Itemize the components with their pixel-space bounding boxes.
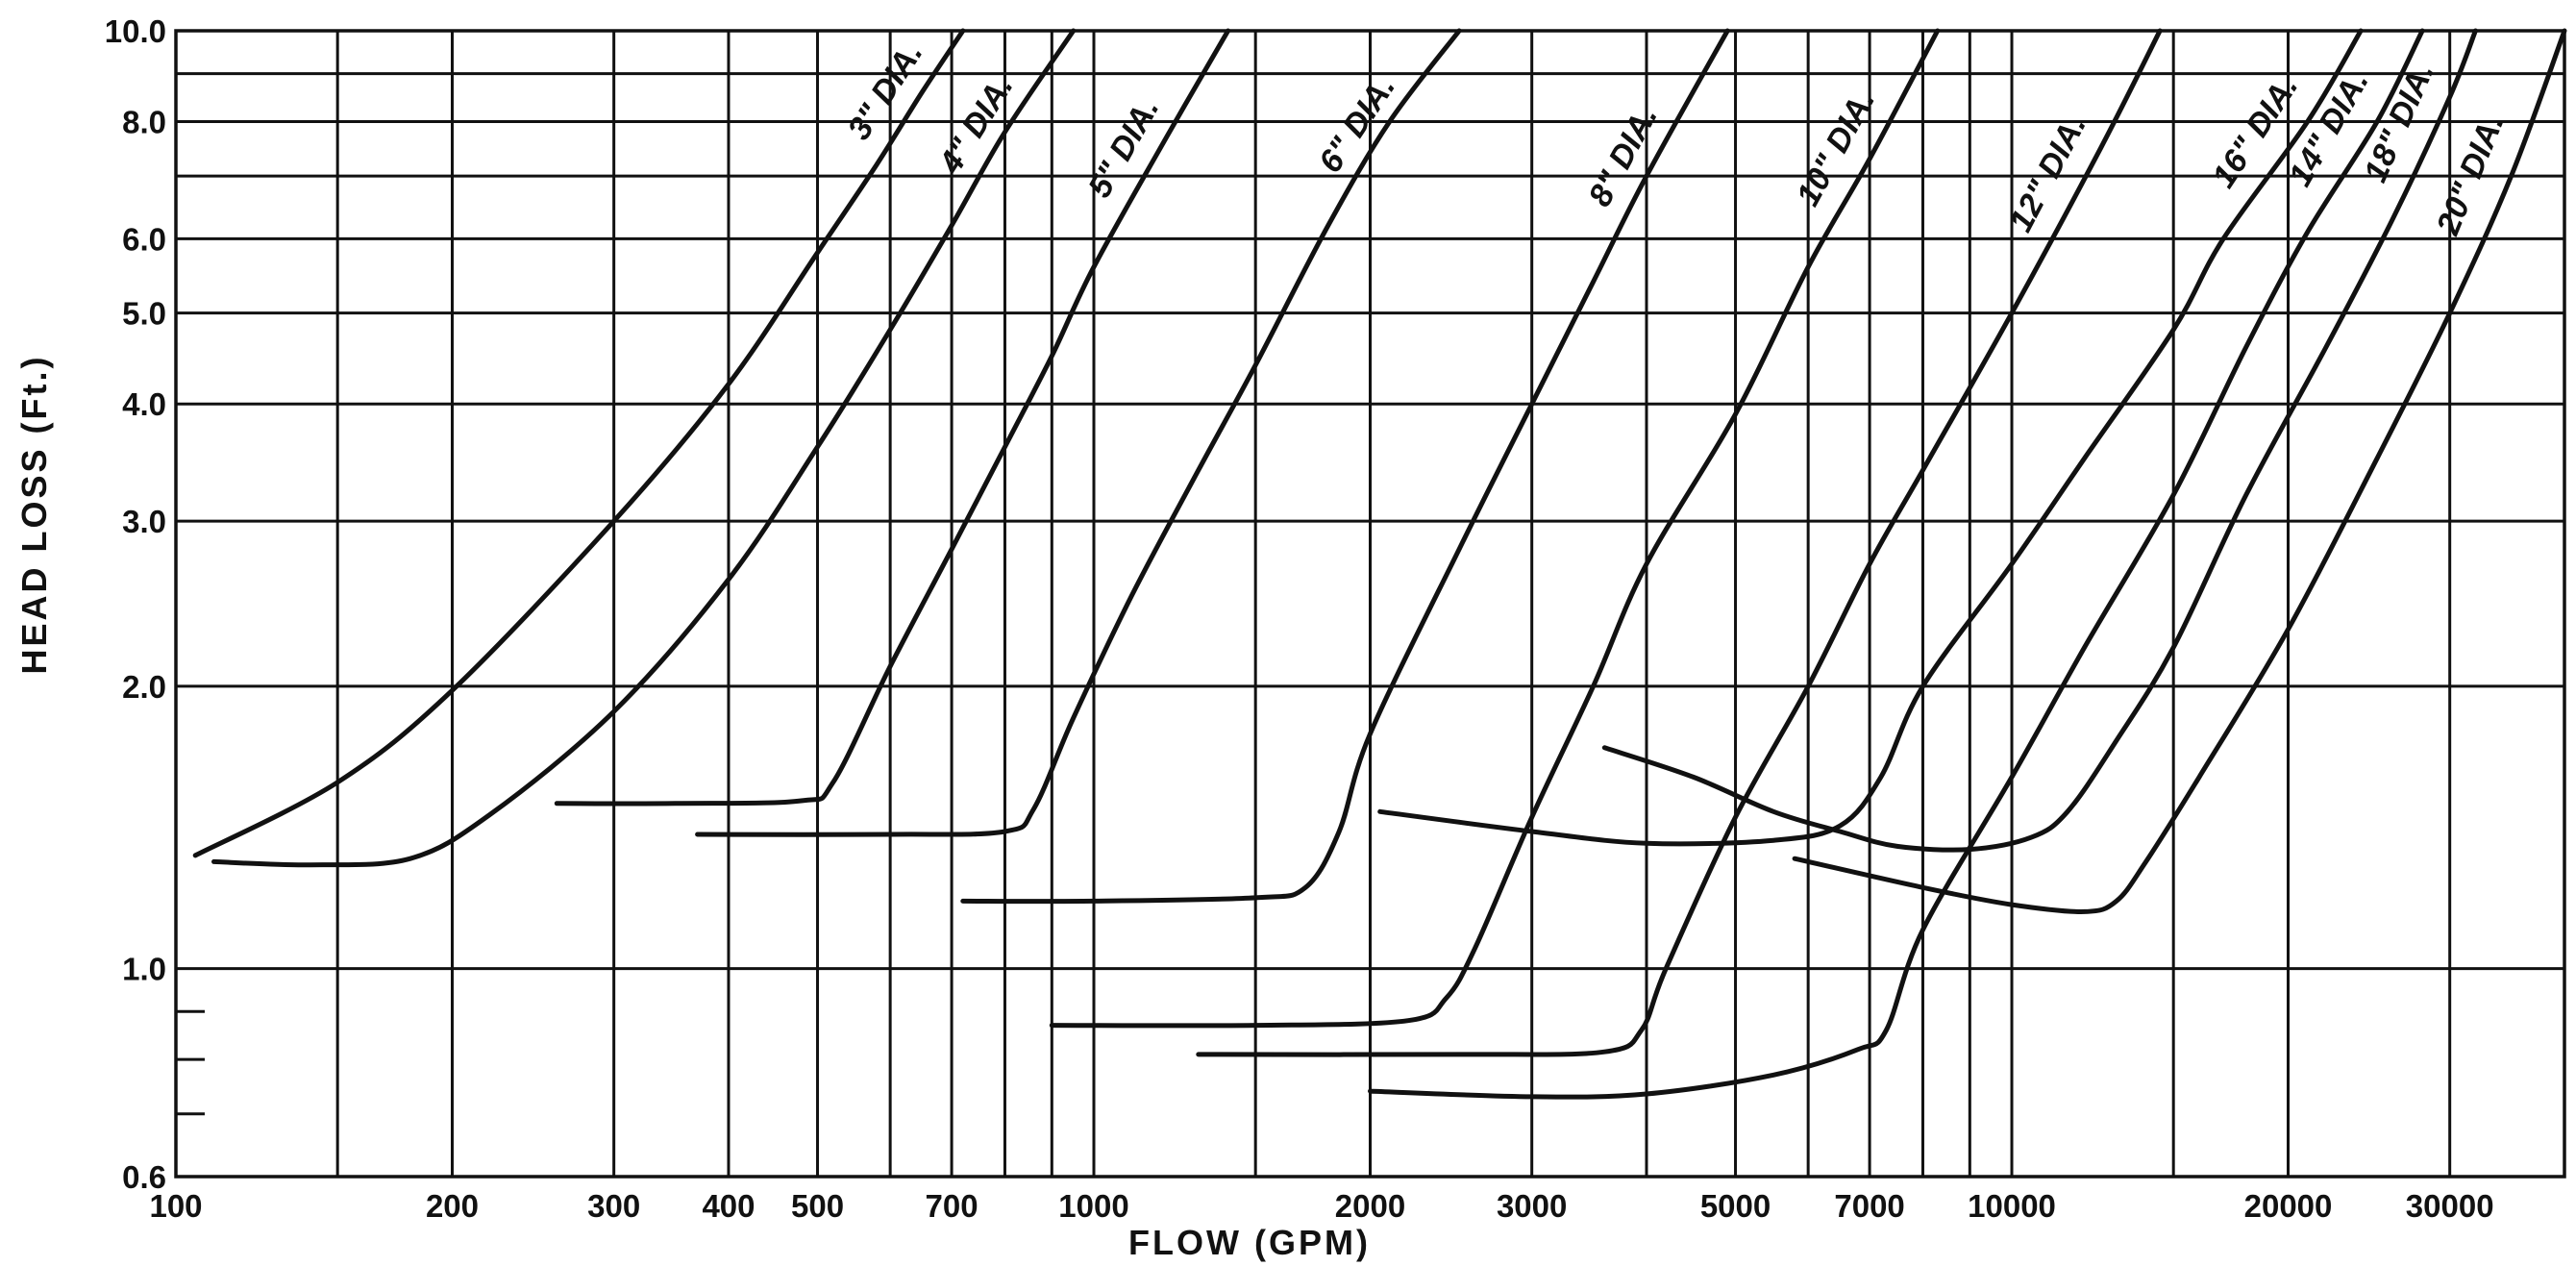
series-line — [695, 28, 1462, 837]
x-tick-label: 30000 — [2406, 1188, 2494, 1224]
series-line — [192, 28, 966, 858]
y-tick-label: 6.0 — [122, 221, 166, 257]
x-tick-label: 7000 — [1834, 1188, 1904, 1224]
x-tick-label: 100 — [149, 1188, 202, 1224]
y-tick-label: 0.6 — [122, 1159, 166, 1195]
series-line — [211, 28, 1077, 868]
y-tick-label: 8.0 — [122, 105, 166, 140]
x-tick-label: 2000 — [1335, 1188, 1405, 1224]
series-line — [1196, 28, 2163, 1057]
y-tick-label: 2.0 — [122, 669, 166, 705]
x-tick-label: 400 — [702, 1188, 755, 1224]
x-axis-label: FLOW (GPM) — [1128, 1223, 1371, 1262]
plot-frame — [174, 29, 2566, 1179]
curve-layer — [192, 28, 2567, 1100]
y-tick-label: 4.0 — [122, 386, 166, 422]
label-layer: 100 200 300 400 500 700 1000 2000 3000 5000 7000 10… — [105, 13, 2512, 1224]
series-line — [1049, 28, 1941, 1029]
x-tick-label: 700 — [926, 1188, 978, 1224]
y-tick-label: 10.0 — [105, 13, 166, 49]
series-line — [554, 28, 1231, 807]
series-line — [1792, 28, 2567, 914]
series-line — [960, 28, 1730, 905]
y-tick-label: 3.0 — [122, 504, 166, 539]
y-tick-label: 1.0 — [122, 952, 166, 987]
series-label: 8" DIA. — [1581, 100, 1665, 212]
x-tick-label: 200 — [426, 1188, 479, 1224]
series-line — [1377, 28, 2364, 847]
y-tick-label: 5.0 — [122, 296, 166, 332]
series-line — [1368, 28, 2425, 1100]
series-label: 12" DIA. — [2002, 109, 2093, 237]
x-tick-label: 5000 — [1700, 1188, 1771, 1224]
grid-layer — [174, 29, 2566, 1179]
x-tick-label: 300 — [587, 1188, 640, 1224]
x-tick-label: 3000 — [1497, 1188, 1567, 1224]
x-tick-label: 1000 — [1058, 1188, 1128, 1224]
y-axis-label: HEAD LOSS (Ft.) — [14, 355, 54, 675]
x-tick-label: 20000 — [2244, 1188, 2333, 1224]
x-tick-label: 10000 — [1968, 1188, 2056, 1224]
series-label: 3" DIA. — [841, 36, 930, 146]
x-tick-label: 500 — [791, 1188, 844, 1224]
series-line — [1601, 28, 2478, 853]
